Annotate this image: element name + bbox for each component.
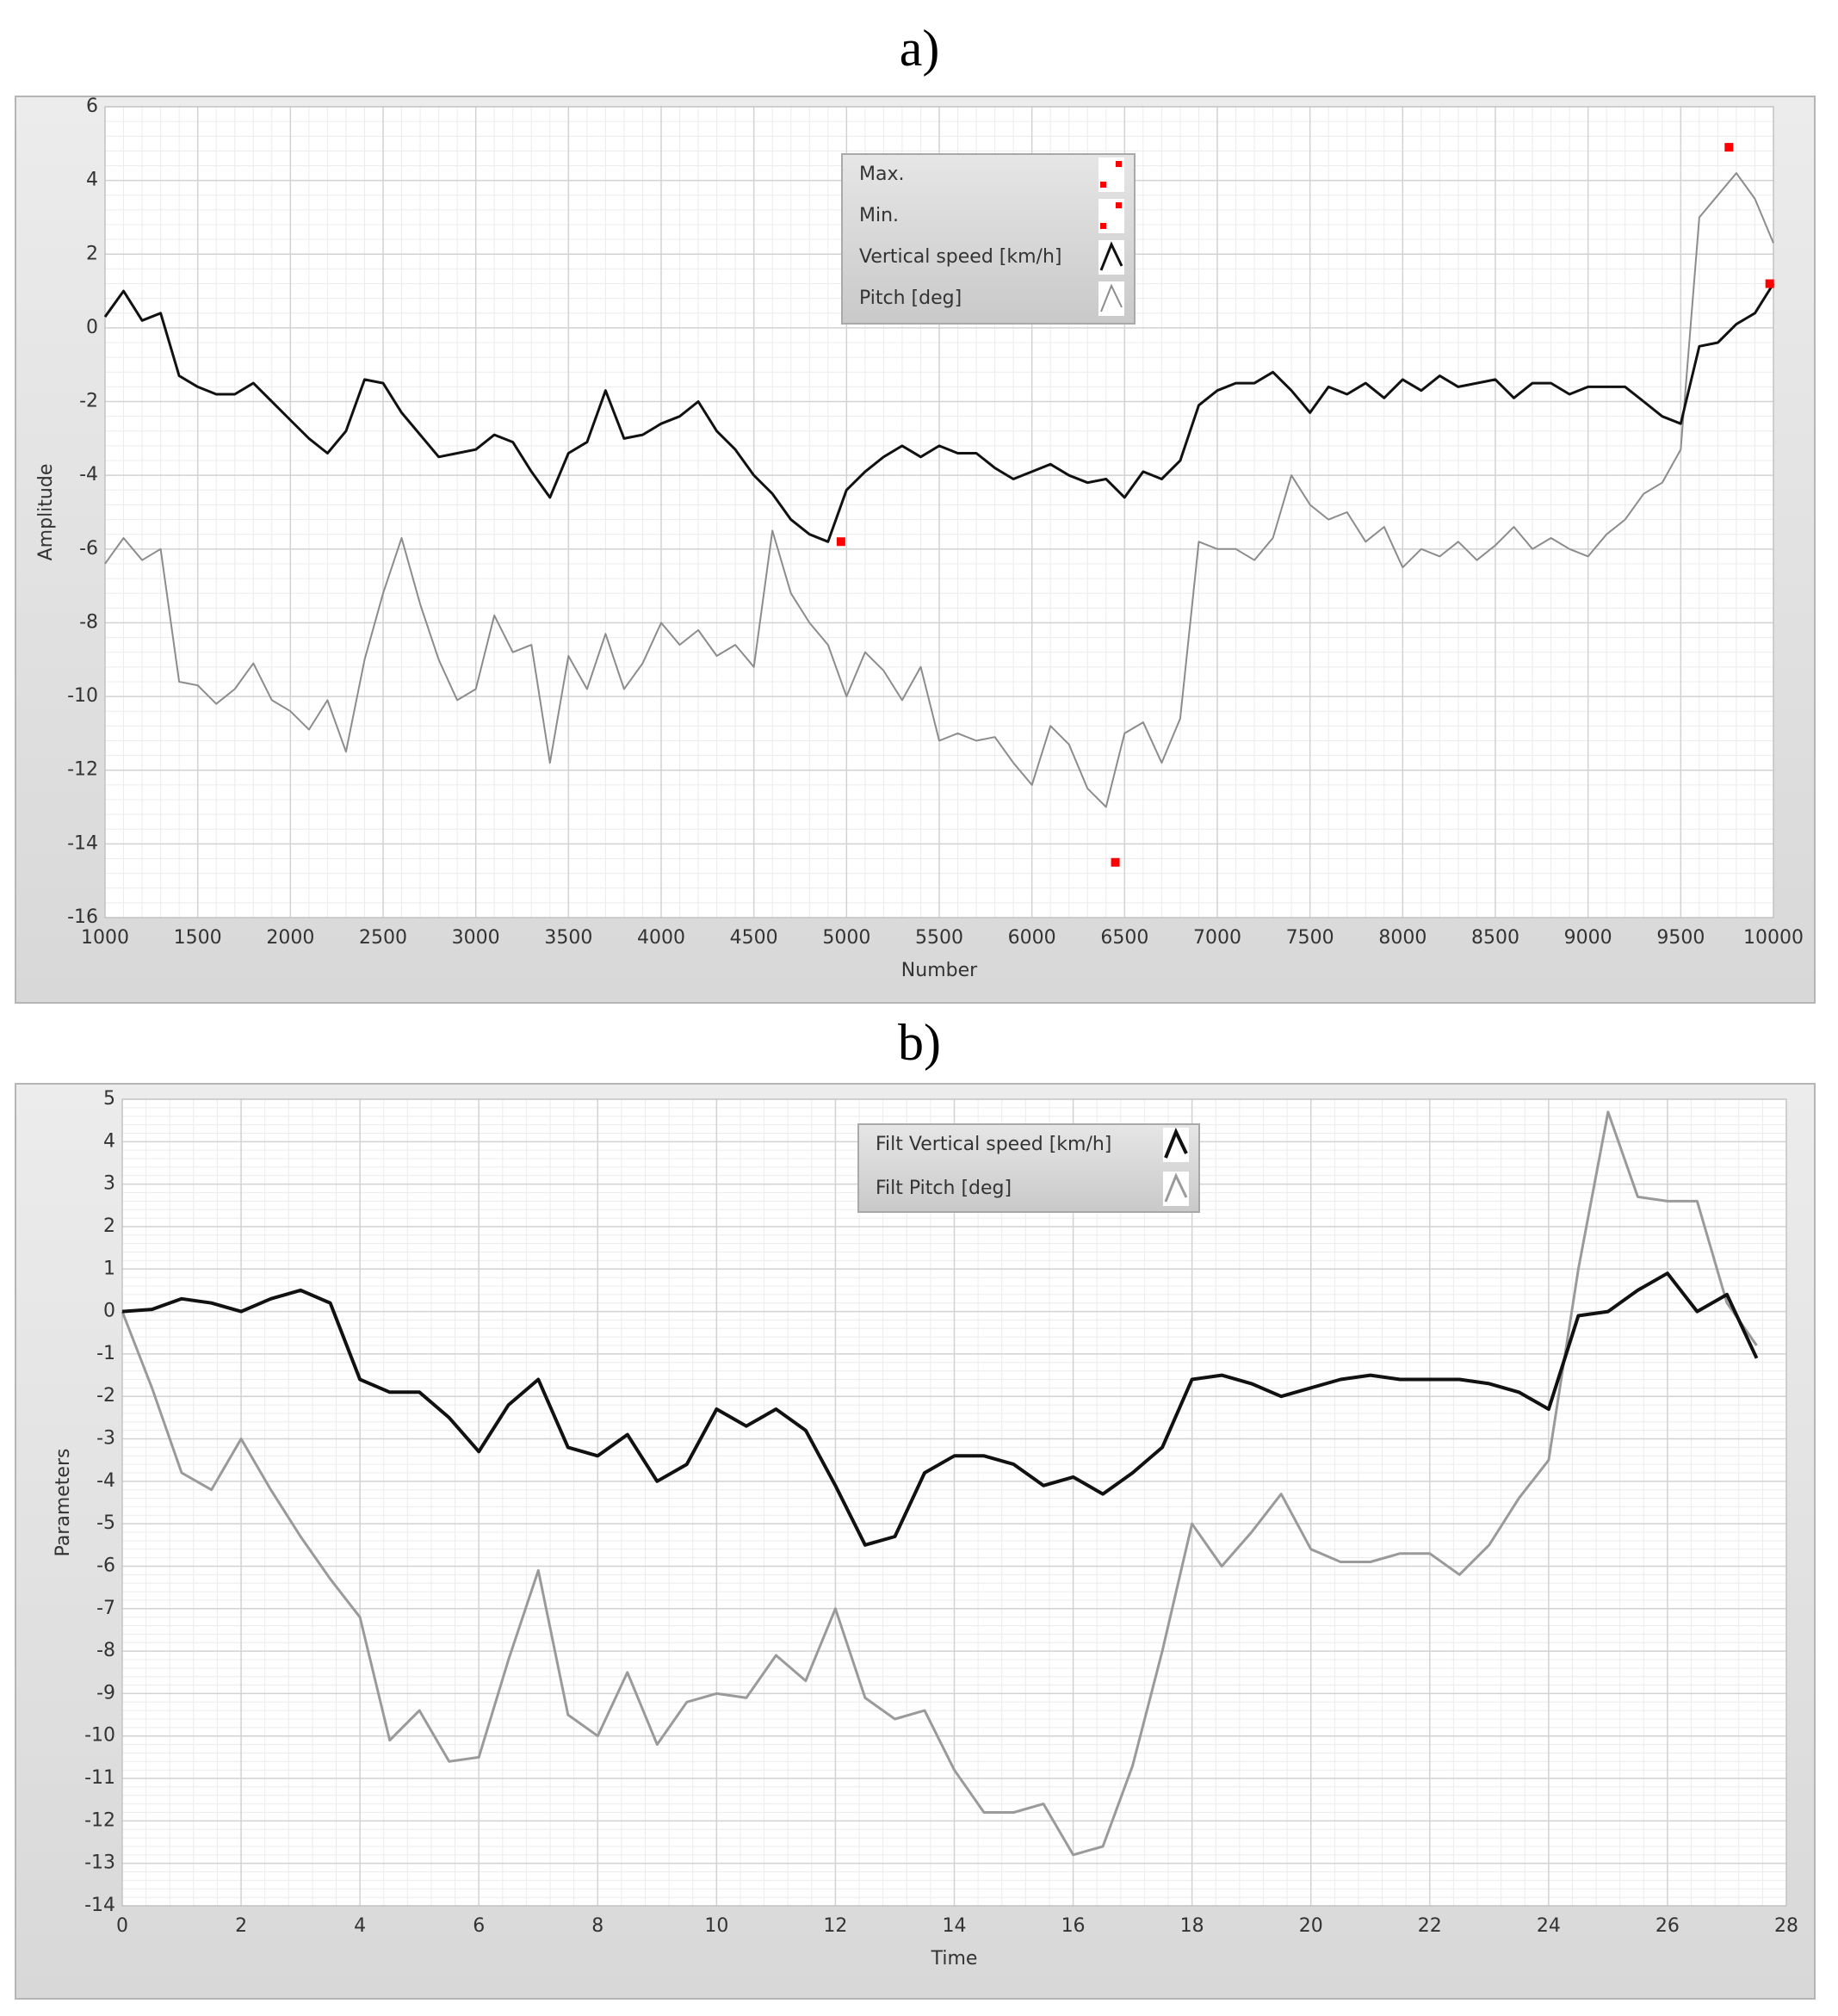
legend-swatch <box>1100 182 1106 188</box>
legend-swatch <box>1164 1172 1188 1203</box>
x-tick-label: 8000 <box>1378 927 1426 949</box>
y-tick-label: 0 <box>103 1301 115 1322</box>
x-tick-label: 5000 <box>822 927 870 949</box>
legend-label: Filt Vertical speed [km/h] <box>876 1134 1111 1155</box>
y-tick-label: -7 <box>96 1598 115 1619</box>
legend-label: Vertical speed [km/h] <box>859 246 1062 268</box>
x-tick-label: 7000 <box>1193 927 1241 949</box>
y-tick-label: -8 <box>79 611 98 633</box>
data-line <box>121 1271 1759 1547</box>
data-line <box>121 1110 1758 1857</box>
y-tick-label: -2 <box>79 391 98 412</box>
x-tick-label: 10000 <box>1743 927 1804 949</box>
x-tick-label: 26 <box>1655 1915 1680 1937</box>
y-tick-label: 3 <box>103 1173 115 1195</box>
data-point <box>836 537 845 547</box>
x-tick-label: 20 <box>1299 1915 1323 1937</box>
y-tick-label: -4 <box>79 464 98 485</box>
y-tick-label: 2 <box>86 243 98 264</box>
x-tick-label: 1500 <box>174 927 222 949</box>
legend-swatch <box>1099 241 1123 271</box>
y-tick-label: -6 <box>96 1555 115 1576</box>
legend-swatch <box>1100 223 1106 229</box>
data-line <box>104 172 1774 808</box>
legend-box <box>841 153 1136 325</box>
legend-swatch <box>1164 1128 1188 1159</box>
x-tick-label: 16 <box>1061 1915 1086 1937</box>
y-tick-label: -10 <box>67 685 98 707</box>
legend-label: Filt Pitch [deg] <box>876 1178 1012 1199</box>
y-tick-label: -5 <box>96 1512 115 1534</box>
x-tick-label: 4000 <box>637 927 685 949</box>
x-tick-label: 8500 <box>1471 927 1519 949</box>
x-tick-label: 28 <box>1774 1915 1798 1937</box>
y-tick-label: 6 <box>86 96 98 117</box>
legend-box <box>857 1123 1200 1213</box>
plot-border <box>104 106 1774 918</box>
x-tick-label: 0 <box>116 1915 128 1937</box>
data-point <box>1765 279 1774 288</box>
panel-label: b) <box>898 1014 941 1071</box>
y-tick-label: -12 <box>67 759 98 781</box>
y-tick-label: -2 <box>96 1385 115 1407</box>
x-tick-label: 2 <box>235 1915 247 1937</box>
x-tick-label: 24 <box>1537 1915 1561 1937</box>
y-axis-label: Parameters <box>53 1449 74 1557</box>
y-tick-label: 4 <box>103 1130 115 1152</box>
y-tick-label: -11 <box>84 1767 115 1789</box>
legend-label: Pitch [deg] <box>859 288 962 309</box>
x-tick-label: 2000 <box>266 927 314 949</box>
x-tick-label: 6500 <box>1100 927 1148 949</box>
x-tick-label: 3000 <box>452 927 500 949</box>
y-tick-label: 4 <box>86 170 98 191</box>
y-tick-label: -3 <box>96 1428 115 1450</box>
x-tick-label: 6000 <box>1008 927 1056 949</box>
y-tick-label: -12 <box>84 1809 115 1831</box>
legend-label: Max. <box>859 164 904 185</box>
y-tick-label: 0 <box>86 317 98 338</box>
y-axis-label: Amplitude <box>35 464 57 561</box>
x-axis-label: Time <box>931 1948 978 1970</box>
x-tick-label: 2500 <box>359 927 407 949</box>
x-tick-label: 5500 <box>915 927 963 949</box>
data-line <box>103 282 1775 543</box>
y-tick-label: -8 <box>96 1640 115 1661</box>
x-tick-label: 4 <box>354 1915 366 1937</box>
x-tick-label: 7500 <box>1286 927 1334 949</box>
x-tick-label: 8 <box>591 1915 603 1937</box>
legend-swatch <box>1116 161 1122 167</box>
data-point <box>1724 143 1734 152</box>
x-tick-label: 9500 <box>1656 927 1705 949</box>
y-tick-label: -1 <box>96 1343 115 1364</box>
x-tick-label: 9000 <box>1564 927 1612 949</box>
y-tick-label: -13 <box>84 1852 115 1874</box>
x-tick-label: 14 <box>943 1915 967 1937</box>
legend-swatch <box>1100 283 1123 312</box>
y-tick-label: -16 <box>67 906 98 928</box>
legend-swatch <box>1116 202 1122 208</box>
y-tick-label: -14 <box>67 832 98 854</box>
x-tick-label: 12 <box>823 1915 847 1937</box>
y-tick-label: -6 <box>79 538 98 560</box>
y-tick-label: -10 <box>84 1725 115 1747</box>
y-tick-label: -9 <box>96 1682 115 1704</box>
x-tick-label: 18 <box>1180 1915 1204 1937</box>
x-tick-label: 10 <box>704 1915 728 1937</box>
x-tick-label: 22 <box>1418 1915 1442 1937</box>
y-tick-label: -4 <box>96 1470 115 1492</box>
x-tick-label: 1000 <box>81 927 129 949</box>
x-tick-label: 4500 <box>730 927 778 949</box>
y-tick-label: 1 <box>103 1258 115 1279</box>
y-tick-label: 5 <box>103 1088 115 1110</box>
plot-border <box>121 1098 1787 1907</box>
x-tick-label: 6 <box>473 1915 485 1937</box>
x-axis-label: Number <box>901 960 978 981</box>
y-tick-label: 2 <box>103 1215 115 1237</box>
panel-label: a) <box>900 20 940 77</box>
x-tick-label: 3500 <box>544 927 592 949</box>
data-point <box>1111 857 1120 867</box>
legend-label: Min. <box>859 205 899 226</box>
y-tick-label: -14 <box>84 1895 115 1916</box>
